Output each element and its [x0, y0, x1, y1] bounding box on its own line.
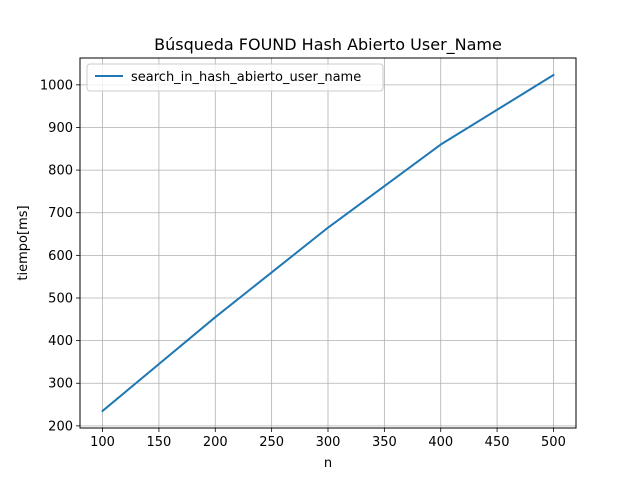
x-tick-label: 200 [203, 435, 228, 450]
y-tick-label: 800 [48, 164, 73, 179]
chart-title: Búsqueda FOUND Hash Abierto User_Name [154, 35, 502, 55]
y-tick-label: 400 [48, 334, 73, 349]
y-tick-label: 900 [48, 121, 73, 136]
series-layer [101, 73, 555, 413]
legend-label: search_in_hash_abierto_user_name [131, 70, 361, 85]
x-tick-label: 450 [485, 435, 510, 450]
x-tick-label: 150 [146, 435, 171, 450]
series-line [101, 73, 555, 413]
y-tick-label: 1000 [40, 78, 73, 93]
x-tick-label: 250 [259, 435, 284, 450]
y-axis-ticks: 200 300 400 500 600 700 800 900 1000 [40, 78, 80, 434]
x-tick-label: 400 [428, 435, 453, 450]
legend: search_in_hash_abierto_user_name [86, 63, 384, 92]
x-tick-label: 100 [90, 435, 115, 450]
x-axis-ticks: 100 150 200 250 300 350 400 450 500 [90, 428, 566, 450]
y-axis-label: tiempo[ms] [16, 205, 31, 280]
x-tick-label: 350 [372, 435, 397, 450]
grid [80, 58, 576, 428]
y-tick-label: 700 [48, 206, 73, 221]
y-tick-label: 500 [48, 291, 73, 306]
x-tick-label: 500 [541, 435, 566, 450]
y-tick-label: 300 [48, 377, 73, 392]
x-axis-label: n [324, 456, 332, 471]
y-tick-label: 600 [48, 249, 73, 264]
y-tick-label: 200 [48, 419, 73, 434]
x-tick-label: 300 [316, 435, 341, 450]
legend-box [86, 63, 384, 92]
